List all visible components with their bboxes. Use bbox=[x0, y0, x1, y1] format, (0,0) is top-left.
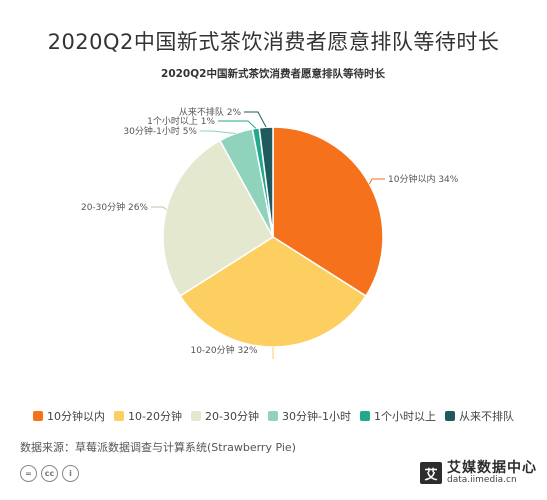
leader-line bbox=[368, 178, 385, 185]
brand-url: data.iimedia.cn bbox=[447, 474, 517, 485]
slice-label: 从来不排队 2% bbox=[179, 106, 242, 118]
legend-swatch bbox=[33, 411, 44, 421]
brand-name: 艾媒数据中心 bbox=[447, 460, 537, 476]
license-icons: = cc i bbox=[20, 465, 79, 482]
leader-line bbox=[244, 111, 267, 128]
leader-line bbox=[151, 206, 167, 211]
chart-legend: 10分钟以内 10-20分钟 20-30分钟 30分钟-1小时 1个小时以上 从… bbox=[0, 408, 547, 424]
person-icon: i bbox=[62, 465, 79, 482]
chart-title: 2020Q2中国新式茶饮消费者愿意排队等待时长 bbox=[161, 67, 385, 80]
equals-icon: = bbox=[20, 465, 37, 482]
brand-text: 艾媒数据中心 data.iimedia.cn bbox=[447, 461, 537, 485]
legend-item[interactable]: 从来不排队 bbox=[444, 408, 514, 424]
slice-label: 30分钟-1小时 5% bbox=[123, 125, 197, 137]
legend-swatch bbox=[267, 411, 278, 421]
legend-label: 10分钟以内 bbox=[47, 410, 106, 423]
pie-chart: 2020Q2中国新式茶饮消费者愿意排队等待时长 10分钟以内 34% 10-20分… bbox=[81, 67, 459, 359]
brand-logo: 艾 艾媒数据中心 data.iimedia.cn bbox=[420, 461, 537, 485]
legend-label: 从来不排队 bbox=[458, 410, 514, 423]
slice-label: 10分钟以内 34% bbox=[388, 173, 459, 185]
legend-swatch bbox=[114, 411, 125, 421]
pie-slice[interactable] bbox=[258, 126, 274, 238]
legend-label: 30分钟-1小时 bbox=[281, 410, 351, 423]
legend-item[interactable]: 1个小时以上 bbox=[359, 408, 436, 424]
slice-label: 20-30分钟 26% bbox=[81, 201, 148, 213]
legend-item[interactable]: 20-30分钟 bbox=[191, 408, 259, 424]
legend-swatch bbox=[359, 411, 370, 421]
legend-item[interactable]: 30分钟-1小时 bbox=[267, 408, 351, 424]
leader-line bbox=[218, 120, 257, 129]
legend-label: 20-30分钟 bbox=[205, 410, 259, 423]
legend-label: 1个小时以上 bbox=[373, 410, 436, 423]
page-title: 2020Q2中国新式茶饮消费者愿意排队等待时长 bbox=[47, 30, 500, 54]
pie-slice[interactable] bbox=[162, 139, 274, 297]
legend-item[interactable]: 10分钟以内 bbox=[33, 408, 105, 424]
cc-icon: cc bbox=[41, 465, 58, 482]
slice-label: 1个小时以上 1% bbox=[147, 115, 215, 127]
legend-label: 10-20分钟 bbox=[128, 410, 183, 423]
legend-swatch bbox=[444, 411, 455, 421]
leader-line bbox=[200, 130, 236, 134]
legend-item[interactable]: 10-20分钟 bbox=[114, 408, 182, 424]
slice-label: 10-20分钟 32% bbox=[190, 344, 257, 356]
legend-swatch bbox=[191, 411, 202, 421]
brand-mark-icon: 艾 bbox=[420, 462, 442, 485]
data-source: 数据来源：草莓派数据调查与计算系统(Strawberry Pie) bbox=[20, 441, 296, 454]
